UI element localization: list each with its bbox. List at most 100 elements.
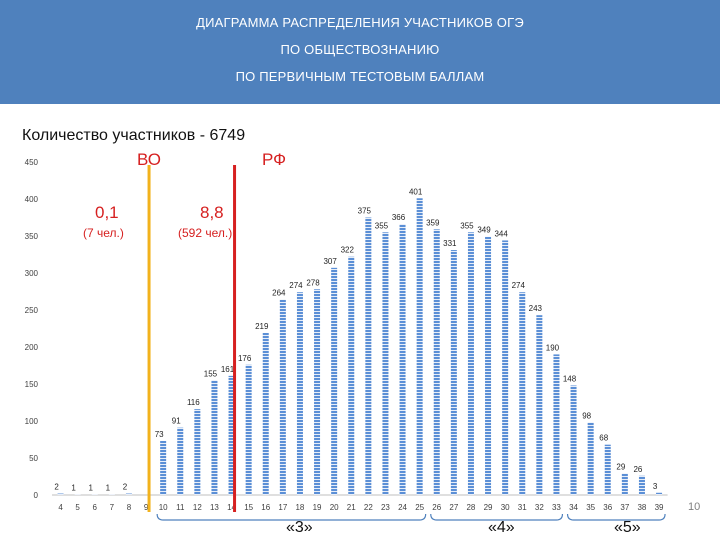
data-label: 190 [546, 343, 560, 352]
data-label: 355 [375, 221, 389, 230]
bar [638, 475, 645, 495]
x-tick-label: 37 [620, 503, 629, 512]
grade-bracket [430, 513, 564, 521]
data-label: 91 [172, 417, 181, 426]
data-label: 176 [238, 354, 252, 363]
rf-marker-label: РФ [262, 150, 287, 169]
data-label: 98 [582, 411, 591, 420]
x-tick-label: 10 [159, 503, 168, 512]
bar [416, 198, 423, 495]
x-tick-label: 15 [244, 503, 253, 512]
bar [211, 380, 218, 495]
vo-count: (7 чел.) [83, 226, 124, 240]
x-tick-label: 20 [330, 503, 339, 512]
bar [279, 299, 286, 495]
bar [194, 409, 201, 495]
x-tick-label: 23 [381, 503, 390, 512]
bar [587, 422, 594, 495]
x-tick-label: 38 [637, 503, 646, 512]
bar [485, 236, 492, 496]
title-line-3: ПО ПЕРВИЧНЫМ ТЕСТОВЫМ БАЛЛАМ [235, 69, 485, 84]
bar [467, 232, 474, 496]
y-tick-label: 100 [25, 417, 39, 426]
data-label: 274 [512, 281, 526, 290]
x-tick-label: 6 [93, 503, 98, 512]
bar [382, 232, 389, 496]
bar [570, 385, 577, 495]
bar [621, 473, 628, 495]
bar [160, 440, 167, 495]
rf-count: (592 чел.) [178, 226, 233, 240]
bar [245, 364, 252, 495]
data-label: 307 [323, 257, 337, 266]
y-tick-label: 0 [34, 491, 39, 500]
bar [331, 267, 338, 495]
title-line-1: ДИАГРАММА РАСПРЕДЕЛЕНИЯ УЧАСТНИКОВ ОГЭ [196, 15, 524, 30]
x-tick-label: 22 [364, 503, 373, 512]
x-tick-label: 14 [227, 503, 236, 512]
bar [656, 492, 663, 495]
x-tick-label: 11 [176, 503, 185, 512]
y-tick-label: 400 [25, 195, 39, 204]
bar [519, 292, 526, 495]
data-label: 264 [272, 289, 286, 298]
x-tick-label: 31 [518, 503, 527, 512]
rf-percent: 8,8 [200, 203, 224, 222]
bar [399, 224, 406, 495]
y-tick-label: 300 [25, 269, 39, 278]
x-tick-label: 4 [58, 503, 63, 512]
data-label: 2 [123, 483, 128, 492]
data-label: 2 [54, 483, 59, 492]
bar [450, 250, 457, 495]
page-number: 10 [688, 501, 701, 513]
y-tick-label: 250 [25, 306, 39, 315]
y-tick-label: 200 [25, 343, 39, 352]
y-tick-label: 350 [25, 232, 39, 241]
data-label: 243 [529, 304, 543, 313]
grade-bracket [566, 513, 666, 521]
x-tick-label: 9 [144, 503, 149, 512]
data-label: 155 [204, 369, 218, 378]
data-label: 1 [71, 483, 76, 492]
bar [536, 315, 543, 495]
x-tick-label: 24 [398, 503, 407, 512]
bar [262, 332, 269, 495]
title-banner: ДИАГРАММА РАСПРЕДЕЛЕНИЯ УЧАСТНИКОВ ОГЭ П… [0, 0, 720, 104]
x-tick-label: 36 [603, 503, 612, 512]
data-label: 274 [289, 281, 303, 290]
vo-marker-label: ВО [137, 150, 161, 169]
x-tick-label: 29 [484, 503, 493, 512]
bar [348, 256, 355, 495]
data-label: 355 [460, 221, 474, 230]
x-tick-label: 26 [432, 503, 441, 512]
data-label: 322 [341, 246, 355, 255]
data-label: 344 [494, 229, 508, 238]
grade-4-label: «4» [488, 519, 515, 536]
bar [228, 375, 235, 495]
data-label: 278 [306, 278, 320, 287]
x-tick-label: 32 [535, 503, 544, 512]
bar [108, 494, 115, 495]
x-tick-label: 39 [655, 503, 664, 512]
y-tick-label: 450 [25, 158, 39, 167]
bar [433, 229, 440, 495]
x-tick-label: 19 [313, 503, 322, 512]
x-tick-label: 33 [552, 503, 561, 512]
x-tick-label: 13 [210, 503, 219, 512]
bar [502, 240, 509, 495]
x-tick-label: 5 [75, 503, 80, 512]
data-label: 359 [426, 218, 440, 227]
x-tick-label: 17 [278, 503, 287, 512]
vo-percent: 0,1 [95, 203, 119, 222]
x-tick-label: 27 [449, 503, 458, 512]
bar [91, 494, 98, 495]
data-label: 219 [255, 322, 269, 331]
data-label: 148 [563, 374, 577, 383]
x-tick-label: 25 [415, 503, 424, 512]
data-label: 331 [443, 239, 457, 248]
bar [74, 494, 81, 495]
bar [125, 493, 132, 495]
title-line-2: ПО ОБЩЕСТВОЗНАНИЮ [280, 42, 440, 57]
x-tick-label: 7 [110, 503, 115, 512]
